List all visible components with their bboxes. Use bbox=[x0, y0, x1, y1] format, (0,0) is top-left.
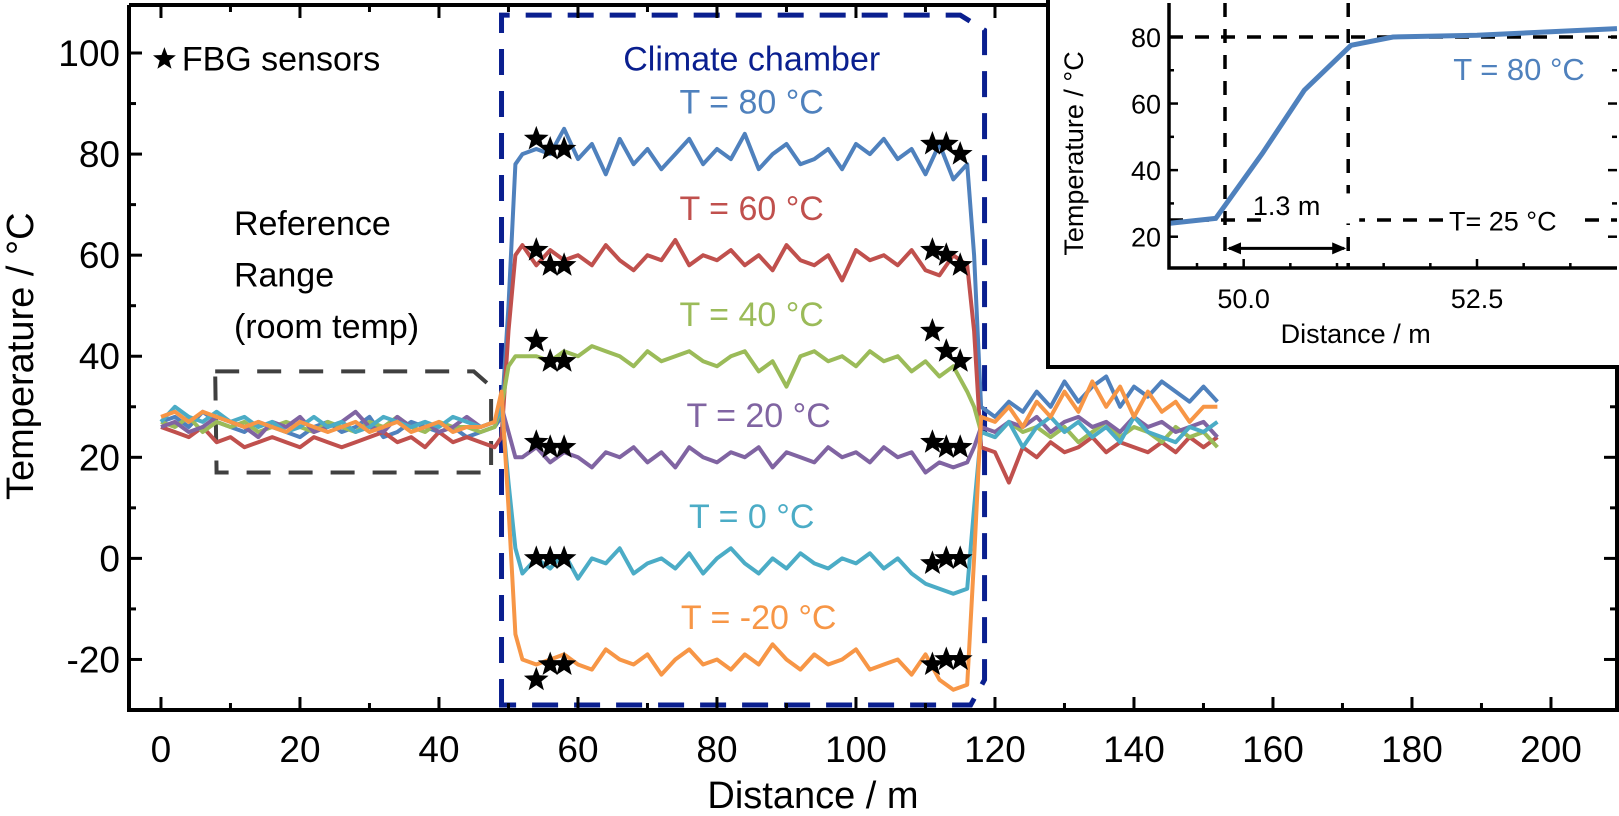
fbg-sensor-star-icon bbox=[934, 338, 959, 362]
climate-chamber-box bbox=[499, 12, 988, 708]
fbg-sensor-star-icon bbox=[920, 429, 945, 453]
x-tick-label: 120 bbox=[964, 729, 1026, 770]
width-label: 1.3 m bbox=[1253, 191, 1321, 221]
fbg-sensor-star-icon bbox=[551, 252, 577, 276]
inset-x-tick-label: 52.5 bbox=[1451, 284, 1504, 314]
x-tick-label: 180 bbox=[1381, 729, 1443, 770]
inset-series-line bbox=[1168, 26, 1618, 226]
x-tick-label: 60 bbox=[557, 729, 598, 770]
reference-range-box bbox=[213, 369, 494, 475]
inset-y-tick-label: 80 bbox=[1131, 23, 1161, 53]
climate-chamber-label: Climate chamber bbox=[623, 41, 880, 79]
fbg-sensor-star-icon bbox=[947, 434, 973, 458]
series-line bbox=[160, 379, 1218, 692]
fbg-sensor-star-icon bbox=[523, 666, 549, 691]
fbg-sensor-star-icon bbox=[537, 434, 563, 458]
reference-range-label: (room temp) bbox=[234, 308, 419, 346]
y-tick-label: 80 bbox=[79, 134, 120, 175]
y-tick-label: 60 bbox=[79, 235, 120, 276]
inset-x-tick-label: 50.0 bbox=[1217, 284, 1270, 314]
inset-y-tick-label: 60 bbox=[1131, 90, 1161, 120]
label-bg bbox=[1264, 193, 1360, 224]
series-line bbox=[160, 404, 1219, 475]
fbg-sensor-star-icon bbox=[934, 242, 959, 266]
y-tick-label: 100 bbox=[58, 33, 120, 74]
x-tick-label: 160 bbox=[1242, 729, 1304, 770]
fbg-sensor-star-icon bbox=[934, 646, 959, 670]
main-plot: T = 80 °C T = 60 °C T = 40 °C T = 20 °C T = … bbox=[0, 3, 1619, 816]
series-label: T = 60 °C bbox=[680, 190, 824, 228]
label-bg bbox=[1444, 200, 1575, 233]
fbg-sensor-star-icon bbox=[523, 545, 549, 569]
lower-temp-label: T= 25 °C bbox=[1449, 207, 1557, 237]
fbg-sensor-star-icon bbox=[947, 252, 973, 276]
fbg-sensor-star-icon bbox=[947, 141, 973, 165]
reference-range-label: Reference bbox=[234, 205, 391, 243]
fbg-sensor-star-icon bbox=[523, 429, 549, 453]
fbg-sensor-star-icon bbox=[934, 131, 959, 155]
x-tick-label: 20 bbox=[279, 729, 320, 770]
fbg-sensor-star-icon bbox=[920, 651, 945, 675]
fbg-sensor-star-icon bbox=[551, 545, 577, 569]
fbg-sensor-star-icon bbox=[551, 434, 577, 458]
inset-axes bbox=[1167, 3, 1617, 270]
legend-star-icon bbox=[153, 47, 176, 69]
y-tick-label: 40 bbox=[79, 336, 120, 377]
fbg-sensor-star-icon bbox=[947, 545, 973, 569]
inset-series-label: T = 80 °C bbox=[1453, 52, 1585, 87]
fbg-sensor-star-icon bbox=[537, 136, 563, 160]
y-tick-label: 0 bbox=[99, 538, 120, 579]
inset-y-tick-label: 40 bbox=[1131, 156, 1161, 186]
series-label: T = -20 °C bbox=[681, 599, 837, 637]
fbg-sensor-star-icon bbox=[551, 136, 577, 160]
fbg-sensor-star-icon bbox=[537, 545, 563, 569]
legend-label: FBG sensors bbox=[182, 41, 380, 79]
x-tick-label: 100 bbox=[825, 729, 887, 770]
arrowhead-icon bbox=[1227, 242, 1347, 255]
x-tick-label: 140 bbox=[1103, 729, 1165, 770]
x-tick-label: 40 bbox=[418, 729, 459, 770]
fbg-sensor-star-icon bbox=[920, 237, 945, 261]
fbg-sensor-star-icon bbox=[934, 434, 959, 458]
fbg-sensor-star-icon bbox=[523, 237, 549, 261]
fbg-sensor-star-icon bbox=[537, 252, 563, 276]
fbg-sensor-star-icon bbox=[920, 318, 945, 342]
series-line bbox=[159, 404, 1219, 596]
fbg-sensor-star-icon bbox=[947, 646, 973, 670]
inset-x-axis-title: Distance / m bbox=[1281, 319, 1431, 349]
series-label: T = 0 °C bbox=[689, 498, 814, 536]
y-tick-label: 20 bbox=[79, 437, 120, 478]
x-tick-label: 0 bbox=[151, 729, 172, 770]
series-line bbox=[160, 238, 1219, 485]
fbg-sensor-star-icon bbox=[523, 125, 549, 150]
y-axis-title: Temperature / °C bbox=[0, 212, 42, 500]
x-axis-title: Distance / m bbox=[707, 775, 918, 816]
fbg-sensor-star-icon bbox=[551, 348, 577, 372]
fbg-sensor-star-icon bbox=[537, 348, 563, 372]
fbg-sensor-star-icon bbox=[947, 348, 973, 372]
inset-plot: 1.3 m T= 25 °C T = 80 °C 20 40 60 80 50.0 52.5 Di… bbox=[1046, 0, 1619, 369]
inset-y-axis-title: Temperature / °C bbox=[1059, 51, 1089, 255]
fbg-sensor-star-icon bbox=[551, 651, 577, 675]
fbg-sensor-star-icon bbox=[523, 328, 549, 352]
series-label: T = 20 °C bbox=[687, 397, 831, 435]
fbg-sensor-star-icon bbox=[537, 651, 563, 675]
fbg-sensor-star-icon bbox=[920, 550, 945, 574]
series-label: T = 80 °C bbox=[680, 84, 824, 122]
reference-range-label: Range bbox=[234, 256, 334, 294]
x-tick-label: 200 bbox=[1520, 729, 1582, 770]
fbg-sensor-star-icon bbox=[920, 131, 945, 155]
x-tick-label: 80 bbox=[696, 729, 737, 770]
y-tick-label: -20 bbox=[67, 639, 120, 680]
fbg-sensor-star-icon bbox=[934, 545, 959, 569]
inset-y-tick-label: 20 bbox=[1131, 223, 1161, 253]
series-label: T = 40 °C bbox=[680, 296, 824, 334]
series-line bbox=[160, 126, 1219, 440]
